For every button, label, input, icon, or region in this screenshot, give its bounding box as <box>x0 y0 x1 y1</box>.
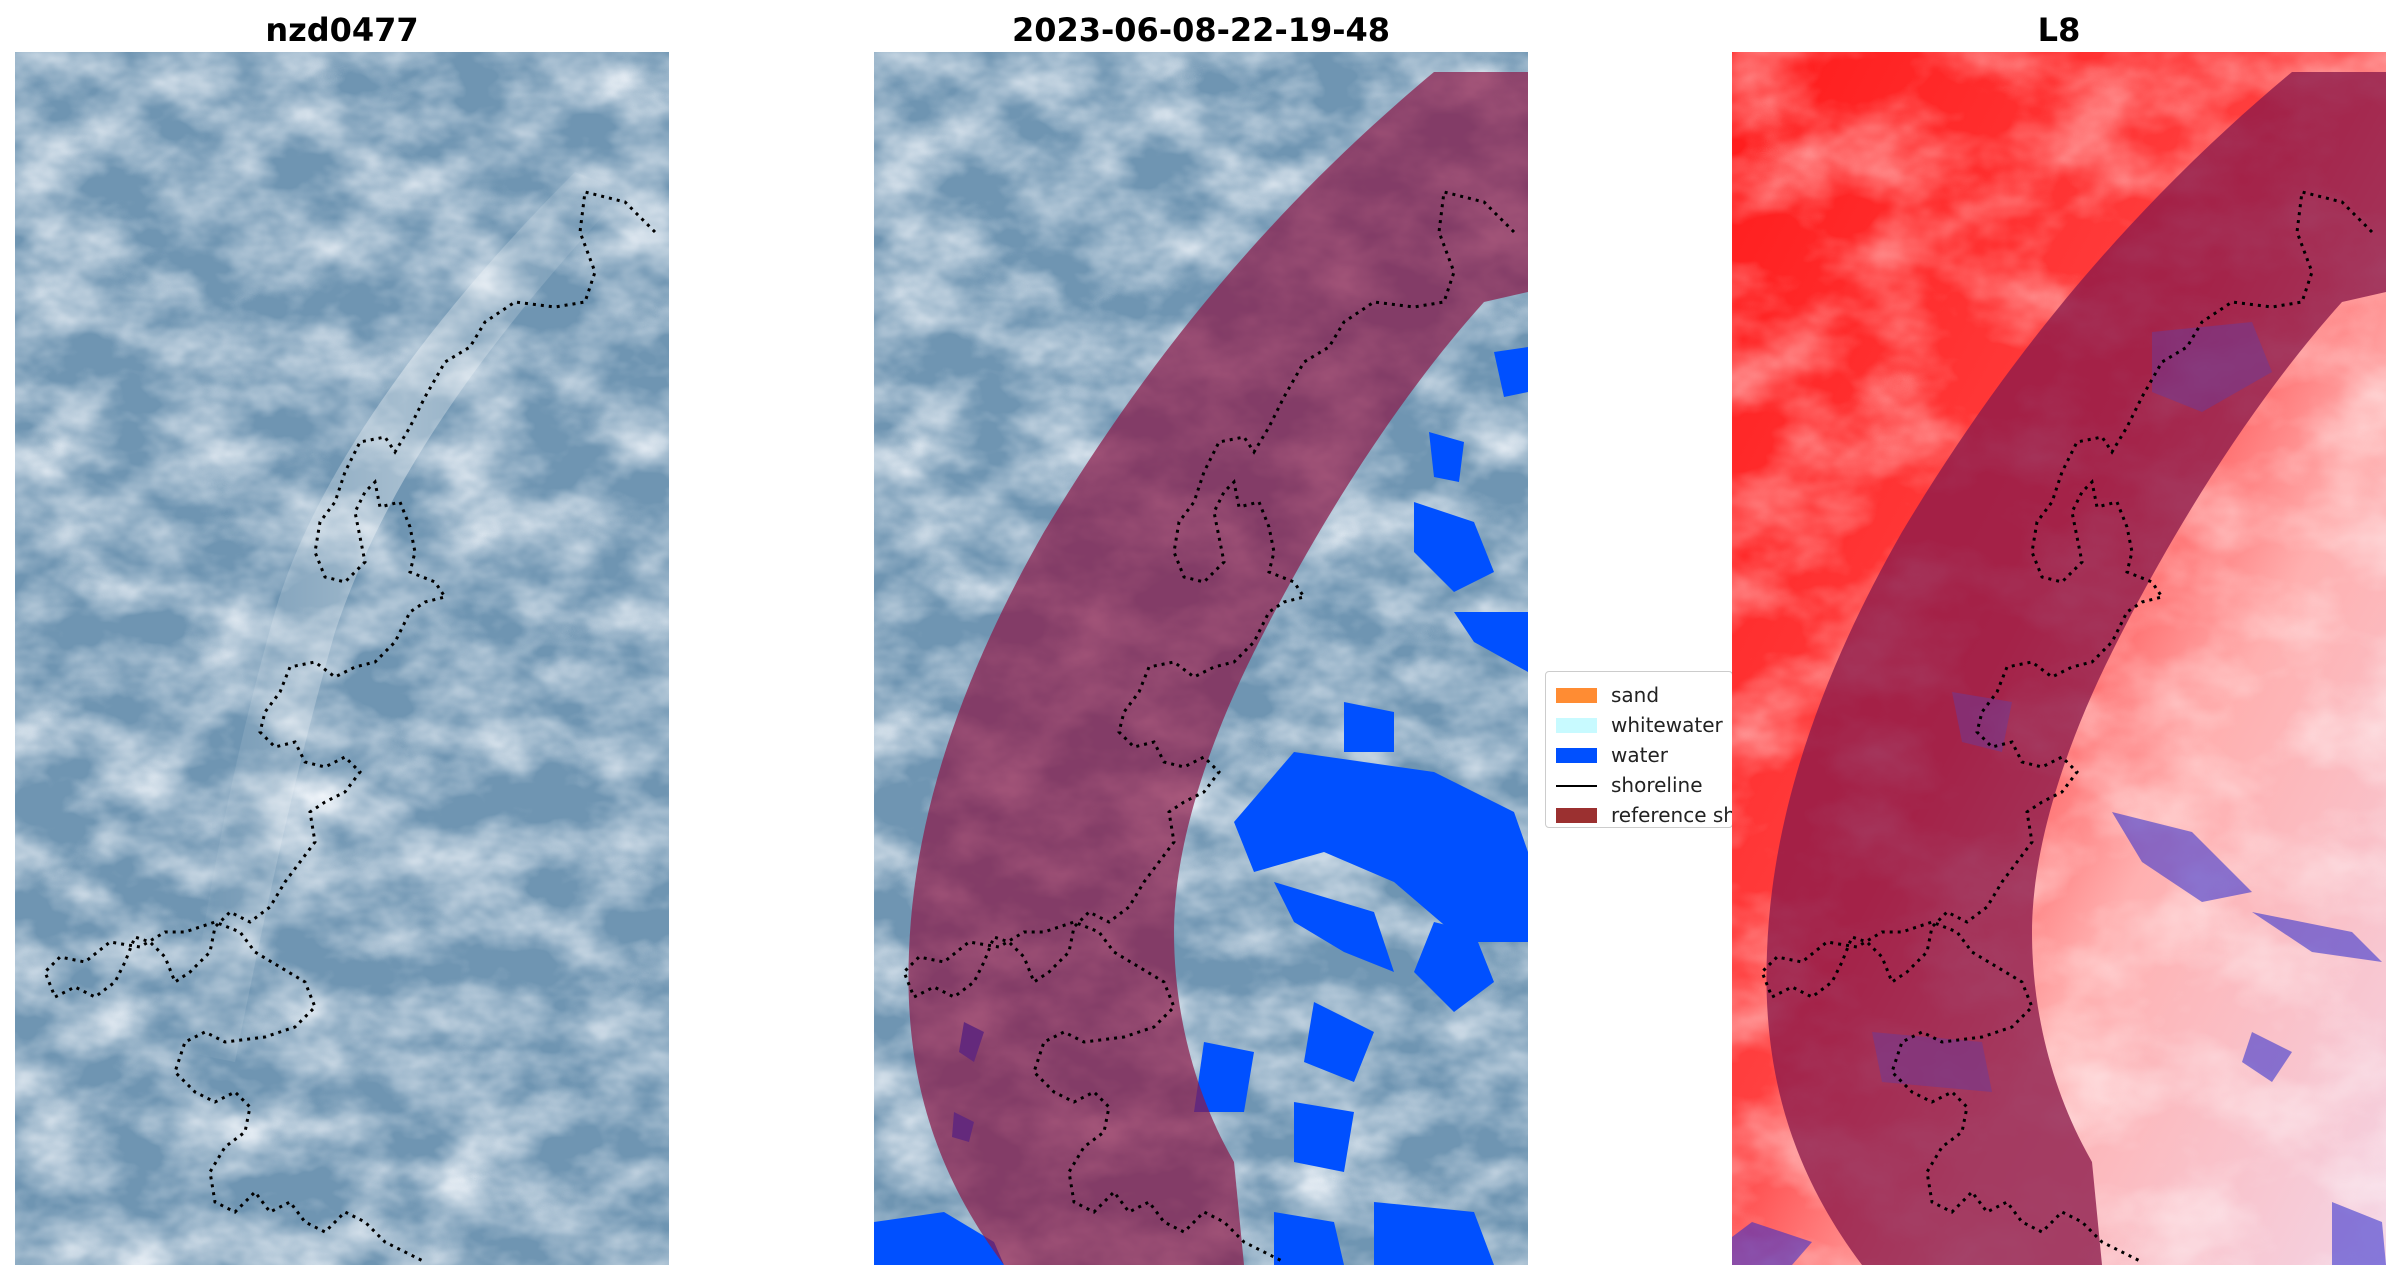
legend: sand whitewater water shoreline referenc… <box>1545 671 1733 828</box>
legend-swatch-shoreline <box>1556 778 1597 793</box>
rgb-image <box>15 52 669 1265</box>
legend-label: shoreline <box>1611 773 1703 797</box>
legend-label: sand <box>1611 683 1660 707</box>
legend-swatch-reference-buffer <box>1556 807 1597 823</box>
legend-item-shoreline: shoreline <box>1546 770 1732 800</box>
legend-item-sand: sand <box>1546 680 1732 710</box>
index-image-panel <box>1732 52 2386 1265</box>
legend-item-reference-shoreline-buffer: reference shoreline buffer <box>1546 800 1732 827</box>
buffer-interior-variation <box>1872 322 2272 1092</box>
rgb-image-panel <box>15 52 669 1265</box>
index-low-values <box>1732 812 2386 1265</box>
legend-swatch-whitewater <box>1556 717 1597 733</box>
index-image <box>1732 52 2386 1265</box>
legend-item-water: water <box>1546 740 1732 770</box>
water-class-mask <box>874 347 1528 1265</box>
panel-title-rgb: nzd0477 <box>265 11 419 49</box>
legend-swatch-water <box>1556 747 1597 763</box>
panel-title-classified: 2023-06-08-22-19-48 <box>1011 11 1391 49</box>
legend-label: whitewater <box>1611 713 1723 737</box>
classified-image-panel <box>874 52 1528 1265</box>
legend-label: water <box>1611 743 1668 767</box>
panel-title-index: L8 <box>2037 11 2081 49</box>
legend-label: reference shoreline buffer <box>1611 803 1732 827</box>
legend-item-whitewater: whitewater <box>1546 710 1732 740</box>
classified-image <box>874 52 1528 1265</box>
legend-swatch-sand <box>1556 687 1597 703</box>
reference-shoreline-buffer <box>908 72 1528 1265</box>
